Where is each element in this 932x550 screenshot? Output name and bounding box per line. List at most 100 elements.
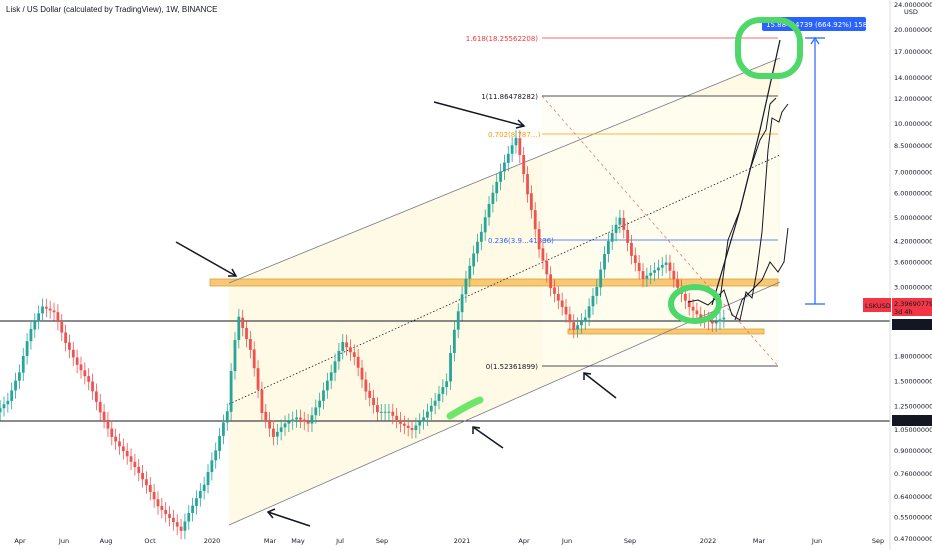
candle-body <box>102 411 106 420</box>
candle-body <box>637 262 641 272</box>
candle-body <box>114 436 118 442</box>
price-tick-label: 20.00000000 <box>894 26 932 34</box>
candle-body <box>356 356 360 368</box>
level-upper-badge-bg <box>892 319 932 330</box>
candle-body <box>322 390 325 401</box>
candle-body <box>71 349 75 358</box>
candle-body <box>418 421 422 426</box>
candle-body <box>433 400 437 406</box>
time-tick-label: Mar <box>264 537 277 545</box>
candle-body <box>633 255 637 263</box>
candle-body <box>449 353 452 382</box>
target-highlight <box>735 17 803 79</box>
time-tick-label: May <box>291 537 305 545</box>
candle-body <box>437 393 441 401</box>
candle-body <box>472 253 476 267</box>
time-tick-label: Apr <box>14 537 26 545</box>
candle-body <box>599 269 603 288</box>
projection-path-4 <box>734 227 789 321</box>
time-tick-label: Jun <box>811 537 822 545</box>
candle-body <box>75 357 79 365</box>
price-tick-label: 3.00000000 <box>894 283 932 291</box>
price-tick-label: 0.76000000 <box>894 470 932 478</box>
candle-body <box>445 381 449 388</box>
candle-body <box>526 174 529 195</box>
time-tick-label: Jun <box>58 537 69 545</box>
candle-body <box>218 435 221 451</box>
candle-body <box>533 210 537 230</box>
time-tick-label: Jun <box>561 537 572 545</box>
candle-body <box>379 411 383 413</box>
candle-body <box>64 332 67 343</box>
candle-body <box>91 381 94 392</box>
candle-body <box>479 231 483 242</box>
candle-body <box>52 310 56 313</box>
candle-body <box>202 484 206 492</box>
candle-body <box>503 162 506 172</box>
candle-body <box>229 371 233 412</box>
candle-body <box>279 427 283 432</box>
candle-body <box>2 404 6 409</box>
price-axis[interactable]: 24.00000000 20.00000000 17.00000000 14.0000… <box>889 0 932 550</box>
candle-body <box>183 521 187 531</box>
candle-body <box>426 411 429 418</box>
candle-body <box>714 321 718 324</box>
candle-body <box>422 417 425 422</box>
candle-body <box>241 317 245 328</box>
candle-body <box>664 262 668 265</box>
candle-body <box>6 400 10 405</box>
candle-body <box>541 248 545 261</box>
candle-body <box>295 417 298 420</box>
price-tick-label: 1.50000000 <box>894 378 932 386</box>
candle-body <box>687 300 691 308</box>
candle-body <box>368 390 372 398</box>
candle-body <box>668 262 672 271</box>
candle-body <box>152 491 156 500</box>
candle-body <box>672 270 676 280</box>
candle-body <box>630 242 633 256</box>
candle-body <box>626 229 630 243</box>
candle-body <box>0 408 2 413</box>
candle-body <box>283 423 287 428</box>
candle-body <box>487 203 491 218</box>
candle-body <box>164 509 168 515</box>
time-tick-label: 2020 <box>204 537 221 545</box>
price-tick-label: 5.00000000 <box>894 214 932 222</box>
candle-body <box>25 341 29 356</box>
price-tick-label: 1.25000000 <box>894 402 932 410</box>
time-tick-label: Jul <box>335 537 344 545</box>
candle-body <box>364 379 368 392</box>
candle-body <box>329 372 333 381</box>
candle-body <box>299 417 302 420</box>
time-tick-label: Sep <box>872 537 884 545</box>
time-tick-label: 2022 <box>700 537 717 545</box>
candle-body <box>606 241 610 254</box>
time-tick-label: 2021 <box>454 537 471 545</box>
candle-body <box>537 229 541 250</box>
price-tick-label: 1.80000000 <box>894 353 932 361</box>
candle-body <box>645 275 649 279</box>
candle-body <box>222 422 225 436</box>
price-tick-label: 1.05000000 <box>894 426 932 434</box>
candle-body <box>318 400 322 408</box>
annotation-arrows <box>175 101 617 527</box>
candle-body <box>402 423 406 426</box>
candle-body <box>68 342 71 350</box>
candle-body <box>41 306 44 314</box>
candle-body <box>237 316 241 341</box>
candle-body <box>399 419 402 424</box>
candle-body <box>452 329 456 354</box>
projection-path <box>687 103 789 321</box>
candle-body <box>556 293 560 301</box>
candle-body <box>106 419 110 429</box>
fib-label-1618: 1.618(18.25562208) <box>466 35 539 43</box>
candle-body <box>657 267 660 271</box>
candle-body <box>564 306 568 315</box>
time-tick-label: Oct <box>144 537 156 545</box>
candle-body <box>653 270 656 273</box>
time-axis[interactable]: Apr Jun Aug Oct 2020 Mar May Jul Sep 2021 Apr Jun Se… <box>14 537 884 545</box>
candle-body <box>83 370 87 377</box>
candle-body <box>622 218 626 230</box>
candle-body <box>252 349 256 369</box>
